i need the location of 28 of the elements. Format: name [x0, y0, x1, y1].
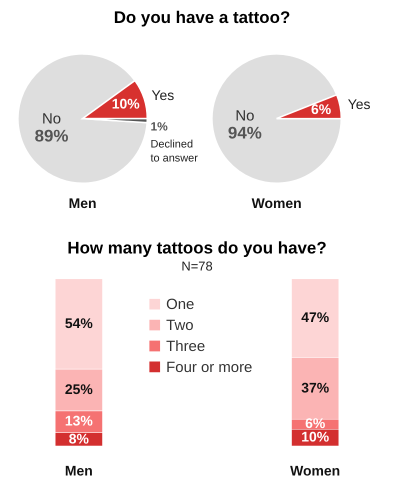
- data-label: 54%: [64, 314, 94, 331]
- data-label: 8%: [68, 430, 90, 446]
- data-label: 25%: [64, 380, 94, 397]
- chart-title: Do you have a tattoo?: [114, 8, 290, 28]
- data-label: 94%: [228, 124, 262, 143]
- pie-slice: [211, 53, 342, 184]
- data-label: 13%: [64, 412, 94, 429]
- slice-label: Yes: [151, 87, 174, 104]
- legend-label: One: [166, 296, 194, 314]
- data-label: 10%: [301, 428, 330, 445]
- chart-title: How many tattoos do you have?: [67, 238, 327, 258]
- data-label: 10%: [112, 96, 140, 112]
- data-label: 37%: [301, 379, 330, 396]
- slice-label: No: [235, 108, 254, 125]
- legend-label: Two: [166, 317, 194, 334]
- pie-slice: [17, 53, 148, 184]
- text: Women: [290, 462, 340, 478]
- data-label: 1%: [150, 120, 168, 134]
- legend-label: Three: [166, 338, 206, 355]
- data-label: 47%: [301, 309, 330, 326]
- slice-label: Declined to answer: [150, 138, 198, 165]
- legend-label: Four or more: [166, 358, 252, 376]
- slice-label: No: [42, 110, 62, 128]
- slice-label: Yes: [348, 96, 371, 112]
- text: Men: [64, 462, 93, 478]
- data-label: 6%: [311, 101, 332, 118]
- chart-subtitle: N=78: [181, 258, 213, 274]
- data-label: 89%: [34, 126, 68, 146]
